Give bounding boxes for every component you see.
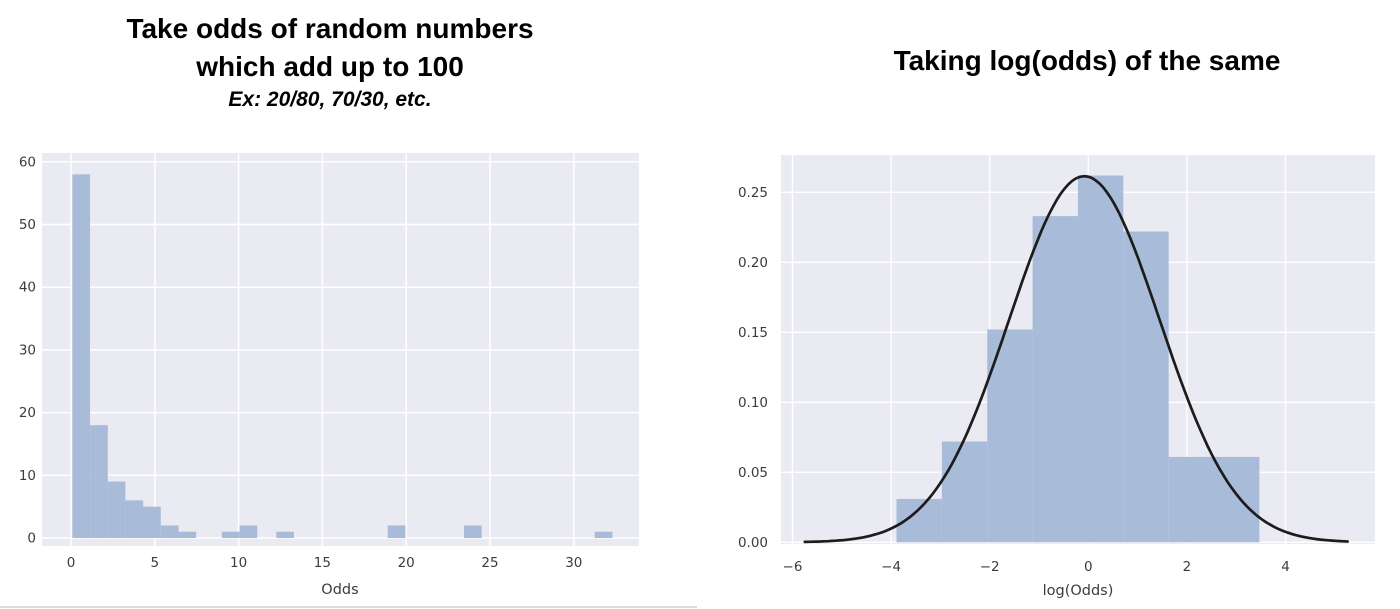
left-x-axis-label: Odds bbox=[321, 582, 358, 598]
x-tick-label: 2 bbox=[1183, 559, 1192, 575]
histogram-bar bbox=[90, 425, 108, 538]
y-tick-label: 40 bbox=[19, 280, 36, 296]
right-x-axis-label: log(Odds) bbox=[1043, 583, 1114, 599]
y-tick-label: 0 bbox=[27, 531, 36, 547]
histogram-bar bbox=[72, 174, 91, 538]
y-tick-label: 0.00 bbox=[738, 535, 768, 551]
x-tick-label: 15 bbox=[314, 555, 331, 571]
histogram-bar bbox=[941, 441, 988, 543]
y-tick-label: 0.05 bbox=[738, 465, 768, 481]
right-chart-title: Taking log(odds) of the same bbox=[893, 45, 1281, 76]
x-tick-label: 0 bbox=[1084, 559, 1093, 575]
x-tick-label: −6 bbox=[783, 559, 803, 575]
left-chart-title-line2: which add up to 100 bbox=[196, 51, 464, 82]
y-tick-label: 20 bbox=[19, 405, 36, 421]
histogram-bar bbox=[239, 525, 258, 538]
y-tick-label: 0.10 bbox=[738, 395, 768, 411]
histogram-bar bbox=[178, 531, 197, 538]
histogram-bar bbox=[1077, 175, 1124, 543]
histogram-bar bbox=[1032, 216, 1078, 543]
x-tick-label: 5 bbox=[151, 555, 160, 571]
x-tick-label: −2 bbox=[980, 559, 1000, 575]
y-tick-label: 60 bbox=[19, 154, 36, 170]
x-tick-label: 30 bbox=[565, 555, 582, 571]
y-tick-label: 0.20 bbox=[738, 255, 768, 271]
y-tick-label: 50 bbox=[19, 217, 36, 233]
y-tick-label: 10 bbox=[19, 468, 36, 484]
histogram-bar bbox=[594, 531, 613, 538]
x-tick-label: 0 bbox=[67, 555, 76, 571]
histogram-bar bbox=[160, 525, 179, 538]
x-tick-label: 25 bbox=[481, 555, 498, 571]
histogram-bar bbox=[221, 531, 240, 538]
histogram-bar bbox=[143, 506, 161, 538]
left-chart-title: Take odds of random numbers which add up… bbox=[30, 10, 630, 86]
histogram-bar bbox=[464, 525, 482, 538]
histogram-bar bbox=[276, 531, 295, 538]
x-tick-label: 4 bbox=[1281, 559, 1290, 575]
histogram-bar bbox=[1168, 456, 1215, 543]
histogram-bar bbox=[387, 525, 406, 538]
x-tick-label: 20 bbox=[398, 555, 415, 571]
histogram-bar bbox=[107, 481, 126, 538]
y-tick-label: 30 bbox=[19, 342, 36, 358]
left-chart-subtitle: Ex: 20/80, 70/30, etc. bbox=[228, 88, 432, 111]
y-tick-label: 0.15 bbox=[738, 325, 768, 341]
histogram-bar bbox=[125, 500, 144, 538]
kde-curve bbox=[803, 174, 1349, 544]
left-chart-title-line1: Take odds of random numbers bbox=[126, 13, 534, 44]
y-tick-label: 0.25 bbox=[738, 185, 768, 201]
x-tick-label: 10 bbox=[230, 555, 247, 571]
x-tick-label: −4 bbox=[881, 559, 901, 575]
figure-bottom-border bbox=[0, 606, 697, 608]
